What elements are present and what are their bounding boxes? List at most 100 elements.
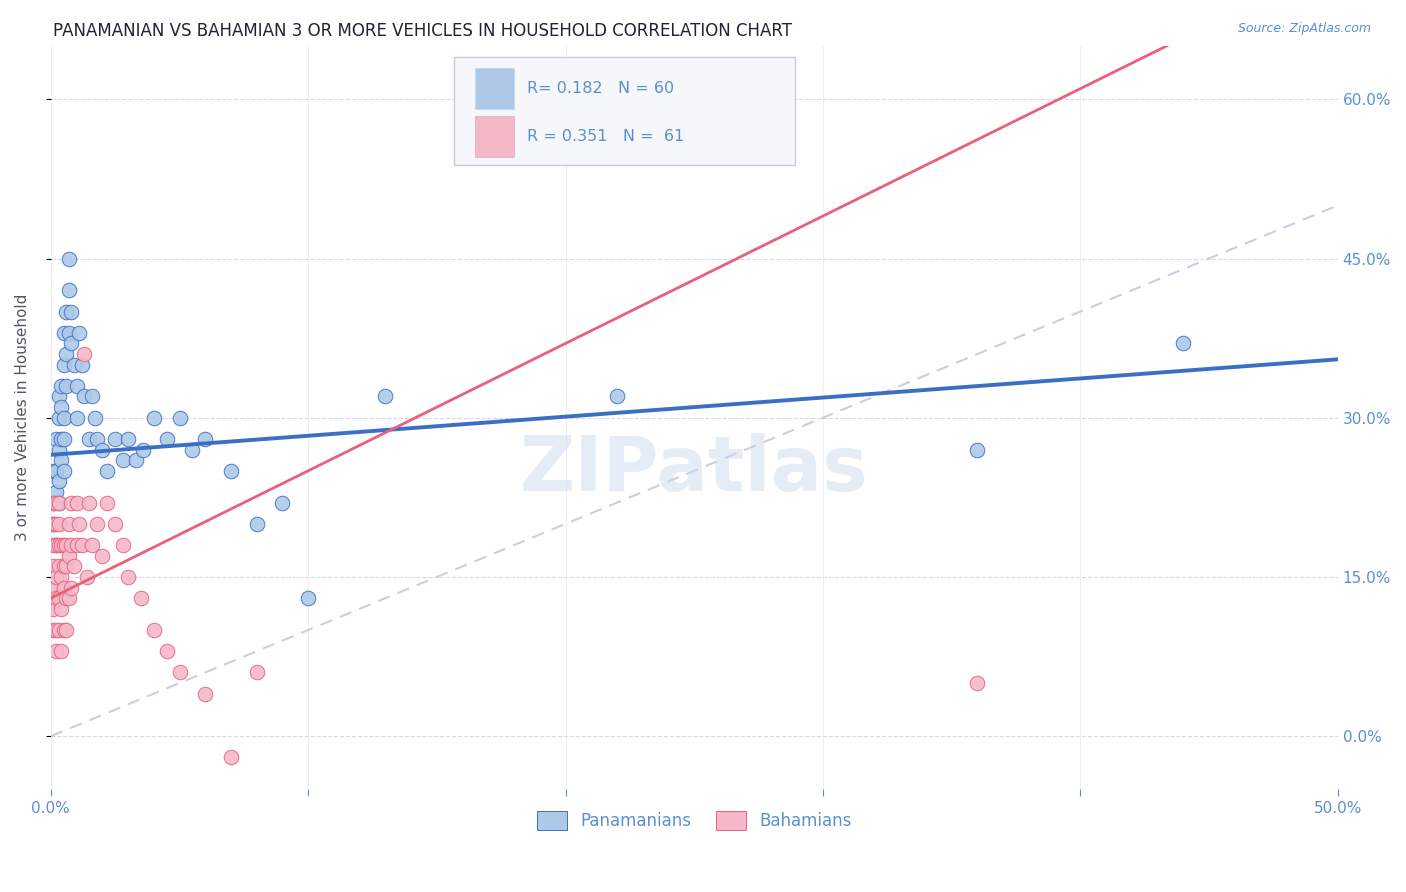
- Point: [477, 145, 499, 160]
- Point: [52, 581, 75, 595]
- Point: [70, 538, 93, 552]
- Point: [169, 665, 191, 680]
- Point: [76, 570, 98, 584]
- Point: [132, 442, 155, 457]
- Point: [42, 581, 65, 595]
- Point: [65, 538, 87, 552]
- Point: [58, 284, 80, 298]
- Point: [63, 358, 86, 372]
- Point: [52, 432, 75, 446]
- Point: [297, 591, 319, 606]
- Point: [42, 601, 65, 615]
- Point: [60, 538, 83, 552]
- Point: [80, 538, 103, 552]
- Point: [55, 623, 77, 637]
- Point: [45, 570, 67, 584]
- Point: [49, 570, 72, 584]
- Point: [45, 485, 67, 500]
- Point: [52, 538, 75, 552]
- FancyBboxPatch shape: [475, 68, 515, 109]
- Point: [58, 326, 80, 340]
- Point: [45, 464, 67, 478]
- Point: [117, 432, 139, 446]
- Point: [55, 379, 77, 393]
- Point: [73, 347, 96, 361]
- Point: [60, 495, 83, 509]
- Point: [194, 687, 217, 701]
- Point: [49, 453, 72, 467]
- Point: [49, 379, 72, 393]
- Point: [96, 464, 118, 478]
- Point: [86, 432, 108, 446]
- Point: [42, 464, 65, 478]
- Point: [91, 549, 114, 563]
- Point: [129, 591, 152, 606]
- Point: [49, 644, 72, 658]
- Point: [49, 400, 72, 414]
- Point: [55, 559, 77, 574]
- Point: [48, 389, 70, 403]
- Point: [48, 623, 70, 637]
- Y-axis label: 3 or more Vehicles in Household: 3 or more Vehicles in Household: [15, 294, 30, 541]
- Point: [117, 570, 139, 584]
- Point: [48, 410, 70, 425]
- Point: [142, 410, 165, 425]
- Point: [45, 538, 67, 552]
- Point: [48, 559, 70, 574]
- Point: [65, 379, 87, 393]
- Point: [48, 475, 70, 489]
- Point: [55, 304, 77, 318]
- Point: [48, 495, 70, 509]
- Point: [1173, 336, 1195, 351]
- Point: [246, 665, 269, 680]
- Point: [79, 432, 101, 446]
- Point: [271, 495, 294, 509]
- Point: [156, 644, 179, 658]
- Point: [49, 601, 72, 615]
- Point: [374, 389, 396, 403]
- Point: [52, 358, 75, 372]
- Point: [86, 516, 108, 531]
- Point: [42, 495, 65, 509]
- Point: [52, 326, 75, 340]
- Point: [52, 623, 75, 637]
- Point: [42, 538, 65, 552]
- FancyBboxPatch shape: [454, 57, 794, 165]
- Point: [45, 538, 67, 552]
- Point: [156, 432, 179, 446]
- Point: [142, 623, 165, 637]
- Point: [219, 750, 242, 764]
- Text: R = 0.351   N =  61: R = 0.351 N = 61: [527, 128, 685, 144]
- Point: [111, 453, 134, 467]
- Point: [58, 591, 80, 606]
- Point: [966, 676, 988, 690]
- Point: [111, 538, 134, 552]
- Point: [52, 410, 75, 425]
- Point: [246, 516, 269, 531]
- Point: [65, 410, 87, 425]
- Point: [42, 516, 65, 531]
- Point: [55, 538, 77, 552]
- Point: [49, 432, 72, 446]
- Point: [70, 358, 93, 372]
- Point: [45, 591, 67, 606]
- Point: [91, 442, 114, 457]
- FancyBboxPatch shape: [475, 116, 515, 157]
- Point: [181, 442, 204, 457]
- Point: [48, 516, 70, 531]
- Point: [67, 326, 90, 340]
- Point: [60, 581, 83, 595]
- Point: [73, 389, 96, 403]
- Point: [55, 591, 77, 606]
- Point: [58, 549, 80, 563]
- Point: [45, 623, 67, 637]
- Point: [67, 516, 90, 531]
- Point: [169, 410, 191, 425]
- Point: [49, 538, 72, 552]
- Point: [104, 432, 127, 446]
- Point: [55, 347, 77, 361]
- Point: [42, 623, 65, 637]
- Point: [45, 516, 67, 531]
- Point: [60, 336, 83, 351]
- Point: [83, 410, 105, 425]
